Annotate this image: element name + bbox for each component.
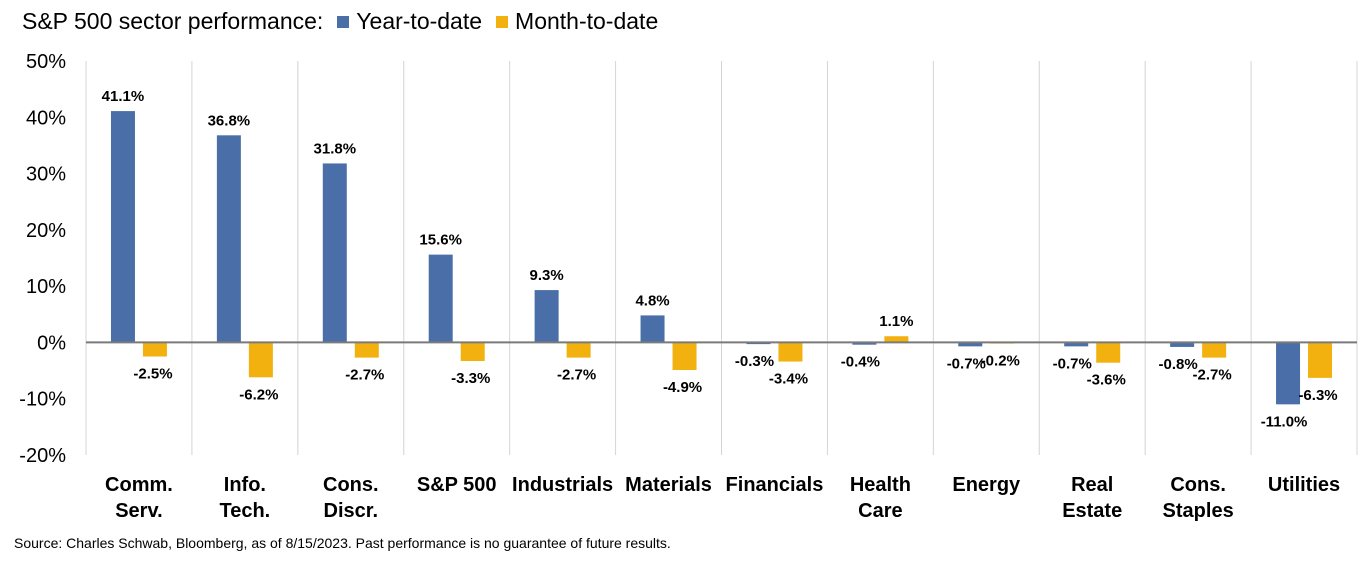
category-label: Financials: [726, 474, 824, 496]
data-label-ytd: -11.0%: [1261, 413, 1308, 430]
data-label-ytd: 9.3%: [530, 267, 564, 284]
category-label: Health: [850, 474, 911, 496]
y-tick-label: 30%: [26, 164, 66, 186]
category-label: Tech.: [219, 500, 270, 522]
data-label-ytd: -0.3%: [735, 353, 774, 370]
data-label-ytd: 36.8%: [208, 112, 251, 129]
bar-mtd: [778, 342, 803, 362]
category-label: Real: [1071, 474, 1113, 496]
bar-ytd: [1170, 342, 1195, 347]
legend-swatch-mtd: [496, 15, 509, 28]
category-label: Estate: [1062, 500, 1122, 522]
data-label-mtd: -0.2%: [981, 353, 1020, 370]
legend-swatch-ytd: [337, 15, 350, 28]
category-label: Energy: [952, 474, 1021, 496]
bar-ytd: [110, 111, 135, 343]
data-label-ytd: 15.6%: [419, 232, 462, 249]
bar-mtd: [460, 342, 485, 362]
category-label: Industrials: [512, 474, 613, 496]
data-label-mtd: -3.6%: [1087, 372, 1126, 389]
category-label: Staples: [1163, 500, 1234, 522]
y-tick-label: 20%: [26, 220, 66, 242]
bar-ytd: [322, 163, 347, 343]
chart-title: S&P 500 sector performance:: [22, 8, 324, 34]
data-label-ytd: -0.7%: [947, 355, 986, 372]
bar-mtd: [566, 342, 591, 358]
category-label: Utilities: [1268, 474, 1340, 496]
bar-ytd: [534, 290, 559, 343]
source-note: Source: Charles Schwab, Bloomberg, as of…: [14, 535, 671, 551]
data-label-ytd: 41.1%: [102, 88, 145, 105]
data-label-ytd: -0.7%: [1053, 355, 1092, 372]
bar-chart: -20% -10% 0% 10% 20% 30% 40% 50% 41.1% -2.5% Comm.…: [19, 51, 1358, 522]
y-tick-label: -10%: [19, 389, 66, 411]
y-tick-label: 10%: [26, 276, 66, 298]
legend-label-mtd: Month-to-date: [515, 8, 659, 34]
category-label: Care: [858, 500, 902, 522]
bar-mtd: [1096, 342, 1121, 363]
bar-mtd: [142, 342, 167, 357]
data-label-mtd: -2.5%: [133, 366, 172, 383]
y-tick-label: 40%: [26, 107, 66, 129]
data-label-mtd: -2.7%: [1193, 367, 1232, 384]
bar-mtd: [248, 342, 273, 378]
y-tick-label: -20%: [19, 445, 66, 467]
bar-ytd: [852, 342, 877, 345]
category-label: Cons.: [1170, 474, 1226, 496]
bar-mtd: [1308, 342, 1333, 378]
category-label: S&P 500: [417, 474, 497, 496]
bar-ytd: [1064, 342, 1089, 347]
legend-label-ytd: Year-to-date: [356, 8, 483, 34]
data-label-mtd: -4.9%: [663, 379, 702, 396]
bar-mtd: [1202, 342, 1227, 358]
data-label-mtd: -3.4%: [769, 371, 808, 388]
data-label-mtd: -6.3%: [1298, 387, 1337, 404]
category-label: Cons.: [323, 474, 379, 496]
bar-mtd: [354, 342, 379, 358]
category-label: Comm.: [105, 474, 173, 496]
chart-title-row: S&P 500 sector performance: Year-to-date…: [22, 8, 658, 35]
category-label: Materials: [625, 474, 712, 496]
category-label: Info.: [224, 474, 266, 496]
bar-mtd: [672, 342, 697, 371]
bar-ytd: [1276, 342, 1301, 405]
category-label: Discr.: [324, 500, 378, 522]
data-label-mtd: -6.2%: [239, 386, 278, 403]
data-label-ytd: 31.8%: [314, 140, 357, 157]
data-label-mtd: -2.7%: [557, 367, 596, 384]
data-label-mtd: -3.3%: [451, 370, 490, 387]
bar-mtd: [884, 336, 909, 343]
bar-ytd: [640, 315, 665, 343]
legend-item-ytd: Year-to-date: [337, 8, 482, 35]
bar-ytd: [428, 254, 453, 343]
data-label-ytd: 4.8%: [635, 292, 669, 309]
data-label-ytd: -0.8%: [1159, 356, 1198, 373]
category-label: Serv.: [115, 500, 162, 522]
data-label-mtd: -2.7%: [345, 367, 384, 384]
bar-ytd: [958, 342, 983, 347]
legend-item-mtd: Month-to-date: [496, 8, 658, 35]
y-tick-label: 0%: [37, 332, 66, 354]
bar-ytd: [216, 135, 241, 343]
y-tick-label: 50%: [26, 51, 66, 73]
data-label-mtd: 1.1%: [879, 313, 913, 330]
data-label-ytd: -0.4%: [841, 354, 880, 371]
